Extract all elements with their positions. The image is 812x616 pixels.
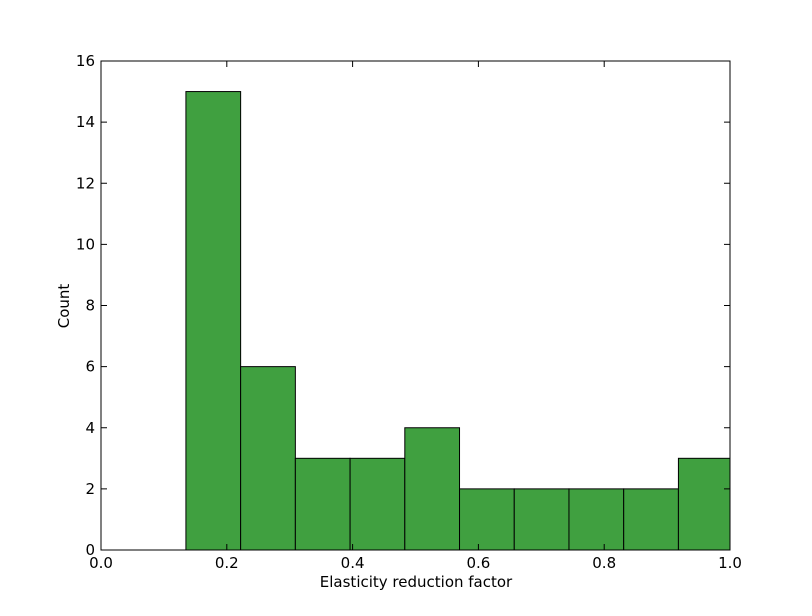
histogram-bar <box>568 488 625 551</box>
x-tick-label: 0.8 <box>592 554 616 572</box>
y-tick-label: 2 <box>85 480 95 498</box>
y-axis-label: Count <box>55 284 73 329</box>
bars-layer <box>185 91 731 551</box>
y-tick-label: 10 <box>76 235 95 253</box>
y-tick-label: 8 <box>85 297 95 315</box>
y-tick-label: 12 <box>76 174 95 192</box>
histogram-bar <box>240 366 296 551</box>
y-tick-label: 16 <box>76 52 95 70</box>
histogram-bar <box>513 488 570 551</box>
tick-labels-layer: 0.0 0.2 0.4 0.6 0.8 1.0 0 2 4 6 8 10 12 14 16 <box>76 52 742 572</box>
histogram-bar <box>459 488 515 551</box>
histogram-bar <box>349 457 406 551</box>
y-tick-label: 6 <box>85 358 95 376</box>
histogram-bar <box>185 91 242 551</box>
ticks-layer <box>100 60 731 551</box>
histogram-bar <box>294 457 351 551</box>
y-tick-label: 0 <box>85 541 95 559</box>
x-tick-label: 1.0 <box>718 554 742 572</box>
histogram-bar <box>623 488 679 551</box>
x-tick-label: 0.0 <box>89 554 113 572</box>
x-tick-label: 0.4 <box>341 554 365 572</box>
x-tick-label: 0.2 <box>215 554 239 572</box>
histogram-bar <box>677 457 731 551</box>
x-axis-label: Elasticity reduction factor <box>320 573 513 591</box>
x-tick-label: 0.6 <box>466 554 490 572</box>
histogram-bar <box>404 427 461 551</box>
y-tick-label: 4 <box>85 419 95 437</box>
y-tick-label: 14 <box>76 113 95 131</box>
